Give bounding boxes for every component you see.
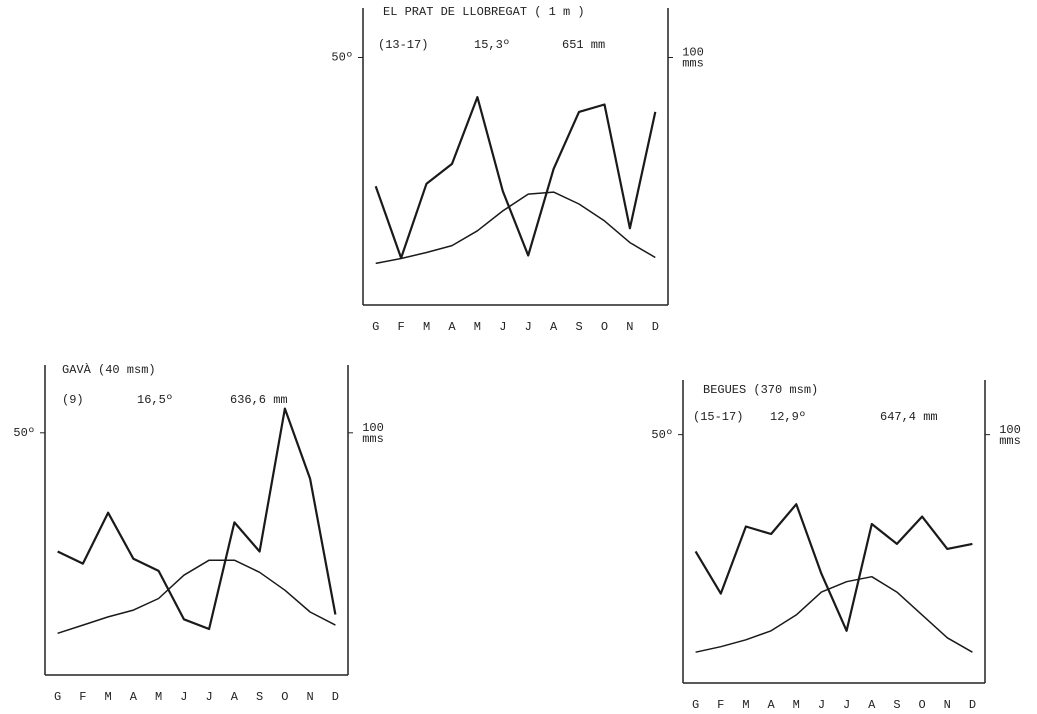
x-tick-label: J <box>180 690 187 704</box>
x-tick-label: M <box>423 320 430 334</box>
data-line <box>375 191 656 265</box>
annotation: (13-17) <box>378 38 428 52</box>
x-tick-label: J <box>818 698 825 712</box>
annotation: 12,9º <box>770 410 806 424</box>
y-tick-label: 50º <box>13 426 35 440</box>
data-line <box>694 503 973 632</box>
x-tick-label: G <box>372 320 379 334</box>
annotation: 636,6 mm <box>230 393 288 407</box>
annotation: 16,5º <box>137 393 173 407</box>
x-tick-label: A <box>550 320 558 334</box>
annotation: (9) <box>62 393 84 407</box>
x-tick-label: G <box>692 698 699 712</box>
x-tick-label: F <box>79 690 86 704</box>
y-tick-label: 50º <box>331 51 353 65</box>
x-tick-label: D <box>969 698 976 712</box>
x-tick-label: J <box>525 320 532 334</box>
chart-title: EL PRAT DE LLOBREGAT ( 1 m ) <box>383 5 585 19</box>
data-line <box>374 96 657 260</box>
data-line <box>57 407 337 631</box>
y2-axis-label: mms <box>362 432 384 446</box>
x-tick-label: M <box>793 698 800 712</box>
y-tick-label: 50º <box>651 428 673 442</box>
x-tick-label: S <box>893 698 900 712</box>
data-line <box>695 575 973 653</box>
x-tick-label: A <box>130 690 138 704</box>
annotation: 651 mm <box>562 38 605 52</box>
annotation: 15,3º <box>474 38 510 52</box>
x-tick-label: N <box>626 320 633 334</box>
x-tick-label: J <box>206 690 213 704</box>
data-line <box>57 559 336 635</box>
x-tick-label: M <box>474 320 481 334</box>
x-tick-label: N <box>944 698 951 712</box>
chart-title: GAVÀ (40 msm) <box>62 362 156 377</box>
x-tick-label: S <box>256 690 263 704</box>
x-tick-label: A <box>231 690 239 704</box>
y2-tick-label: 100 <box>682 46 704 60</box>
x-tick-label: M <box>155 690 162 704</box>
y2-tick-label: 100 <box>999 423 1021 437</box>
x-tick-label: F <box>717 698 724 712</box>
x-tick-label: A <box>767 698 775 712</box>
x-tick-label: N <box>307 690 314 704</box>
x-tick-label: G <box>54 690 61 704</box>
x-tick-label: O <box>918 698 925 712</box>
x-tick-label: J <box>499 320 506 334</box>
annotation: 647,4 mm <box>880 410 938 424</box>
x-tick-label: J <box>843 698 850 712</box>
x-tick-label: O <box>281 690 288 704</box>
x-tick-label: M <box>105 690 112 704</box>
x-tick-label: A <box>868 698 876 712</box>
y2-axis-label: mms <box>999 434 1021 448</box>
x-tick-label: D <box>332 690 339 704</box>
x-tick-label: O <box>601 320 608 334</box>
y2-tick-label: 100 <box>362 421 384 435</box>
annotation: (15-17) <box>693 410 743 424</box>
y2-axis-label: mms <box>682 57 704 71</box>
x-tick-label: M <box>742 698 749 712</box>
x-tick-label: S <box>575 320 582 334</box>
x-tick-label: F <box>398 320 405 334</box>
x-tick-label: D <box>652 320 659 334</box>
x-tick-label: A <box>448 320 456 334</box>
chart-title: BEGUES (370 msm) <box>703 383 818 397</box>
